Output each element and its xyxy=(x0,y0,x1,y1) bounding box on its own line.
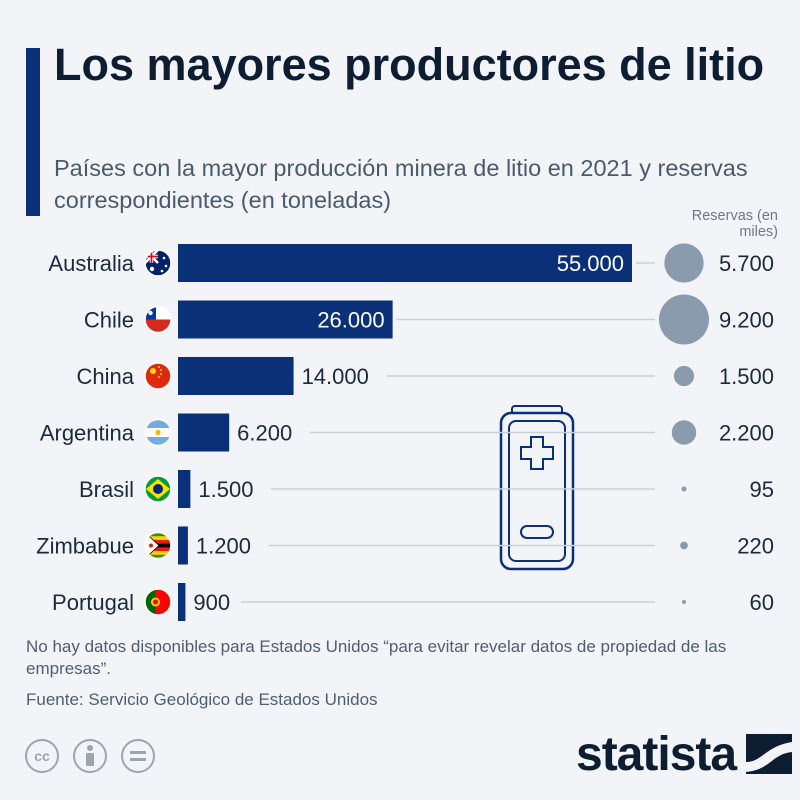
reserve-label-portugal: 60 xyxy=(750,590,774,615)
reserve-bubble-portugal xyxy=(681,599,687,605)
reserve-label-chile: 9.200 xyxy=(719,308,774,333)
cc-icon: cc xyxy=(25,739,59,773)
reserve-label-brasil: 95 xyxy=(750,477,774,502)
reserve-label-australia: 5.700 xyxy=(719,251,774,276)
category-label-australia: Australia xyxy=(48,251,134,276)
bar-china xyxy=(178,357,294,395)
flag-ring xyxy=(144,531,172,560)
flag-zimbabue-icon xyxy=(145,532,171,559)
flag-chile-icon xyxy=(145,306,171,333)
reserve-bubble-china xyxy=(673,365,695,387)
bar-chile xyxy=(178,300,393,339)
reserve-label-argentina: 2.200 xyxy=(719,421,774,446)
page-subtitle: Países con la mayor producción minera de… xyxy=(54,155,748,213)
reserve-label-zimbabue: 220 xyxy=(737,534,774,559)
category-label-china: China xyxy=(77,364,135,389)
category-label-zimbabue: Zimbabue xyxy=(36,534,134,559)
bar-brasil xyxy=(178,470,191,508)
source-note: Fuente: Servicio Geológico de Estados Un… xyxy=(26,690,378,709)
bar-australia xyxy=(178,244,632,282)
bar-argentina xyxy=(178,413,230,452)
value-label-portugal: 900 xyxy=(193,590,230,615)
license-icons: cc xyxy=(25,739,155,773)
flag-ring xyxy=(144,249,172,277)
svg-text:cc: cc xyxy=(34,748,50,764)
flag-ring xyxy=(144,475,172,503)
category-label-argentina: Argentina xyxy=(40,421,135,446)
value-label-china: 14.000 xyxy=(302,364,369,389)
value-label-zimbabue: 1.200 xyxy=(196,534,251,559)
reserves-column-header: Reservas (en miles) xyxy=(691,208,778,240)
page-title: Los mayores productores de litio xyxy=(54,39,765,90)
category-label-chile: Chile xyxy=(84,308,134,333)
flag-brasil-icon xyxy=(145,476,171,502)
reserve-bubble-australia xyxy=(664,243,704,283)
category-label-brasil: Brasil xyxy=(79,477,134,502)
value-label-chile: 26.000 xyxy=(317,308,384,333)
value-label-brasil: 1.500 xyxy=(198,477,253,502)
flag-ring xyxy=(144,588,172,616)
title-accent-bar xyxy=(26,48,40,216)
no-derivatives-icon xyxy=(121,739,155,773)
lithium-chart: Australia 55.000 5.700 Chile 26.000 9.200 Chin… xyxy=(36,243,774,621)
attribution-icon xyxy=(73,739,107,773)
category-label-portugal: Portugal xyxy=(52,590,134,615)
statista-logo: statista xyxy=(576,726,794,782)
bar-portugal xyxy=(178,583,186,621)
reserve-bubble-chile xyxy=(659,294,709,345)
reserve-bubble-brasil xyxy=(681,486,687,492)
flag-ring xyxy=(144,362,172,390)
footnote: No hay datos disponibles para Estados Un… xyxy=(26,637,727,678)
reserve-bubble-argentina xyxy=(671,420,697,445)
flag-ring xyxy=(144,418,172,447)
bar-zimbabue xyxy=(178,526,188,565)
flag-ring xyxy=(144,305,172,334)
statista-logo-icon xyxy=(746,734,793,774)
statista-logo-text: statista xyxy=(576,727,737,781)
value-label-australia: 55.000 xyxy=(557,251,624,276)
reserve-bubble-zimbabue xyxy=(680,541,688,550)
value-label-argentina: 6.200 xyxy=(237,421,292,446)
battery-illustration-icon xyxy=(499,405,575,571)
reserve-label-china: 1.500 xyxy=(719,364,774,389)
